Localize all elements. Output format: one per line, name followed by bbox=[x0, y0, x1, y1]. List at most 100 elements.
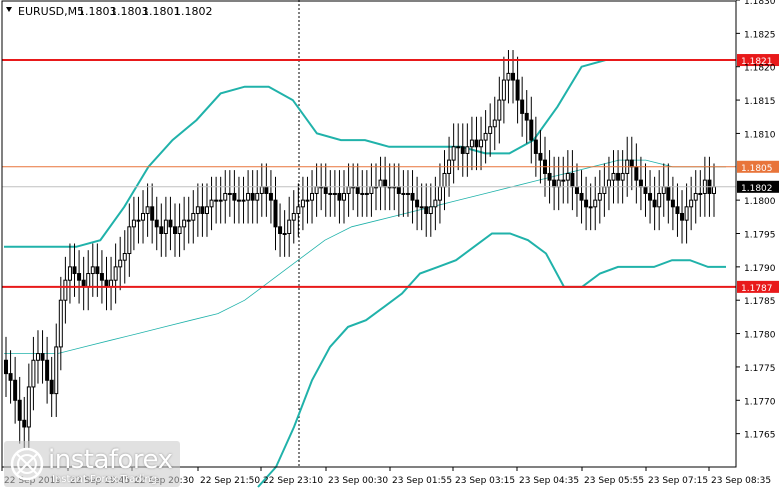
candle-body bbox=[584, 199, 589, 208]
candle-body bbox=[698, 192, 703, 195]
candle-body bbox=[314, 186, 319, 194]
candle-body bbox=[127, 226, 132, 255]
y-tick-label: 1.1765 bbox=[744, 431, 776, 441]
x-tick-label: 23 Sep 01:55 bbox=[392, 476, 452, 486]
x-tick-label: 23 Sep 03:15 bbox=[455, 476, 515, 486]
candle-body bbox=[136, 219, 141, 222]
candle-body bbox=[223, 192, 228, 201]
candle-body bbox=[236, 199, 241, 202]
candle-body bbox=[81, 279, 86, 288]
candle-body bbox=[72, 266, 77, 275]
candle-body bbox=[86, 273, 91, 288]
x-tick-label: 23 Sep 00:30 bbox=[328, 476, 388, 486]
candle-body bbox=[634, 166, 639, 181]
candle-body bbox=[670, 199, 675, 208]
moving-average bbox=[4, 159, 726, 355]
candle-body bbox=[643, 186, 648, 194]
candle-body bbox=[332, 192, 337, 195]
candle-body bbox=[95, 266, 100, 275]
candle-body bbox=[451, 146, 456, 161]
y-tick-label: 1.1780 bbox=[744, 331, 776, 341]
symbol-dropdown-icon[interactable] bbox=[6, 7, 12, 12]
candle-body bbox=[186, 219, 191, 222]
candle-body bbox=[232, 192, 237, 201]
candle-body bbox=[378, 179, 383, 188]
candle-body bbox=[35, 353, 40, 361]
candle-body bbox=[191, 212, 196, 221]
candle-body bbox=[469, 139, 474, 148]
candle-body bbox=[67, 266, 72, 281]
watermark-tagline: Instant Forex Trading bbox=[52, 474, 158, 485]
candle-body bbox=[657, 192, 662, 208]
candle-body bbox=[597, 192, 602, 201]
level-label-bg bbox=[737, 160, 779, 173]
candle-body bbox=[58, 299, 63, 348]
candle-body bbox=[214, 199, 219, 202]
candle-body bbox=[428, 206, 433, 214]
candle-body bbox=[177, 226, 182, 234]
x-tick-label: 23 Sep 04:35 bbox=[519, 476, 579, 486]
candle-body bbox=[154, 219, 159, 228]
candle-body bbox=[342, 192, 347, 201]
candle-body bbox=[661, 186, 666, 194]
horizontal-levels: 1.1821 1.1805 1.1787 1.1802 bbox=[2, 54, 779, 294]
level-label: 1.1821 bbox=[741, 57, 773, 67]
x-tick-label: 22 Sep 21:50 bbox=[200, 476, 260, 486]
candle-body bbox=[492, 119, 497, 128]
candle-body bbox=[442, 172, 447, 188]
candle-body bbox=[246, 192, 251, 201]
candle-body bbox=[497, 99, 502, 121]
candle-body bbox=[204, 206, 209, 214]
candle-body bbox=[209, 199, 214, 208]
candle-body bbox=[364, 192, 369, 195]
candle-body bbox=[360, 192, 365, 195]
candle-body bbox=[287, 219, 292, 235]
candle-body bbox=[460, 146, 465, 154]
candle-body bbox=[113, 266, 118, 281]
candle-body bbox=[529, 119, 534, 141]
candle-body bbox=[629, 159, 634, 168]
chart-symbol-label: EURUSD,M5 bbox=[18, 5, 84, 18]
y-tick-label: 1.1820 bbox=[744, 64, 776, 74]
x-tick-label: 23 Sep 07:15 bbox=[648, 476, 708, 486]
candle-body bbox=[77, 273, 82, 281]
candle-body bbox=[346, 186, 351, 194]
candle-body bbox=[369, 186, 374, 194]
candle-body bbox=[310, 192, 315, 201]
candle-body bbox=[227, 192, 232, 195]
candle-body bbox=[328, 192, 333, 195]
candle-body bbox=[648, 192, 653, 201]
level-label: 1.1805 bbox=[741, 164, 773, 174]
candle-body bbox=[159, 226, 164, 234]
candle-body bbox=[22, 419, 27, 428]
ohlc-close: 1.1802 bbox=[174, 5, 213, 18]
current-price-label: 1.1802 bbox=[741, 184, 773, 194]
candle-body bbox=[268, 192, 273, 201]
candle-body bbox=[693, 192, 698, 201]
candle-body bbox=[396, 186, 401, 194]
candle-body bbox=[401, 192, 406, 195]
candle-body bbox=[515, 79, 520, 101]
y-tick-label: 1.1795 bbox=[744, 231, 776, 241]
candle-body bbox=[602, 186, 607, 194]
y-tick-label: 1.1775 bbox=[744, 364, 776, 374]
candle-body bbox=[355, 186, 360, 194]
candle-body bbox=[570, 172, 575, 188]
candle-body bbox=[565, 172, 570, 181]
candle-body bbox=[150, 206, 155, 221]
candle-body bbox=[479, 139, 484, 148]
candle-body bbox=[182, 219, 187, 228]
candle-body bbox=[652, 199, 657, 208]
candle-body bbox=[675, 206, 680, 214]
y-tick-label: 1.1830 bbox=[744, 0, 776, 7]
candle-body bbox=[501, 79, 506, 101]
level-label: 1.1787 bbox=[741, 284, 773, 294]
candle-body bbox=[552, 179, 557, 188]
candle-body bbox=[200, 206, 205, 214]
candle-body bbox=[255, 192, 260, 201]
x-tick-label: 22 Sep 23:10 bbox=[263, 476, 323, 486]
candle-body bbox=[474, 139, 479, 148]
candle-body bbox=[437, 186, 442, 201]
